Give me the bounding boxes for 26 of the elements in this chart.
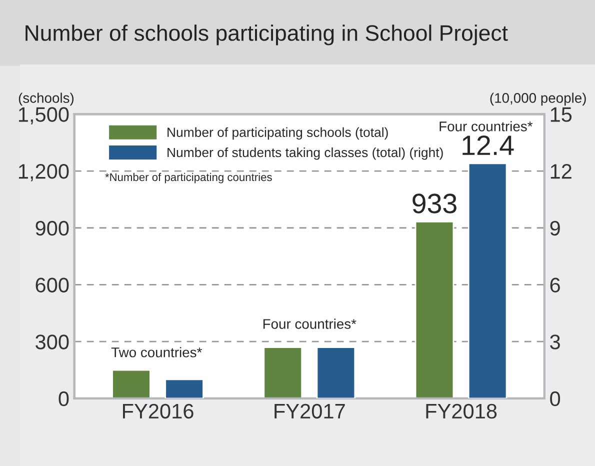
x-tick-label: FY2018 xyxy=(426,404,497,419)
legend-label: Number of participating schools (total) xyxy=(168,127,388,140)
annotation: *Number of participating countries xyxy=(105,172,272,184)
y-axis-title: (schools) xyxy=(18,92,74,106)
annotation: Two countries* xyxy=(111,347,202,358)
y2-tick-label: 6 xyxy=(550,278,560,292)
annotation: Four countries* xyxy=(263,318,356,329)
data-label: 933 xyxy=(412,194,456,214)
y-tick-label: 1,200 xyxy=(18,164,69,182)
y-tick-label: 0 xyxy=(58,391,69,406)
y2-tick-label: 3 xyxy=(550,334,560,350)
x-tick-label: FY2016 xyxy=(123,404,194,419)
y-tick-label: 900 xyxy=(36,220,69,236)
chart-title: Number of schools participating in School Project xyxy=(26,24,508,46)
y2-tick-label: 9 xyxy=(550,220,560,236)
y-tick-label: 1,500 xyxy=(18,107,69,124)
y2-tick-label: 0 xyxy=(550,391,560,406)
annotation: Four countries* xyxy=(440,121,533,132)
legend-label: Number of students taking classes (total) (right) xyxy=(168,147,443,160)
y-tick-label: 300 xyxy=(36,334,69,350)
y2-tick-label: 12 xyxy=(550,164,572,179)
y2-tick-label: 15 xyxy=(550,107,572,122)
data-label: 12.4 xyxy=(462,136,514,155)
y-tick-label: 600 xyxy=(36,278,69,292)
y2-axis-title: (10,000 people) xyxy=(490,92,586,106)
x-tick-label: FY2017 xyxy=(274,404,345,419)
